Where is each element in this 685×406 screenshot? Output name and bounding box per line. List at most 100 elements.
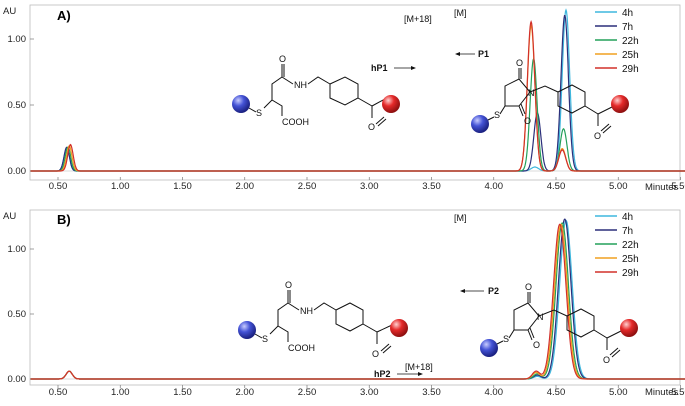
molecule-p2-o-bottom: O: [533, 340, 540, 350]
x-tick-label: 4.00: [485, 181, 504, 192]
panel-a-m18-label: [M+18]: [404, 14, 432, 24]
x-tick-label: 5.00: [609, 181, 628, 192]
molecule-p2-ester-o: O: [603, 355, 610, 365]
molecule-hp2-nh: NH: [300, 306, 313, 316]
panel-b-y-unit: AU: [3, 211, 16, 222]
series-line-22h: [30, 57, 685, 172]
x-tick-label: 5.50: [671, 387, 685, 398]
x-tick-label: 4.00: [485, 387, 504, 398]
molecule-hp2: [238, 290, 408, 354]
molecule-hp1-o: O: [279, 54, 286, 64]
panel-b-p-label: P2: [488, 286, 499, 296]
panel-b-m-label: [M]: [454, 213, 467, 223]
molecule-p2: [480, 292, 638, 358]
molecule-p1-ester-o: O: [594, 131, 601, 141]
panel-a-x-unit: Minutes: [645, 182, 679, 193]
x-tick-label: 0.50: [49, 387, 68, 398]
panel-a-m-label: [M]: [454, 8, 467, 18]
x-tick-label: 2.50: [298, 387, 317, 398]
x-tick-label: 3.50: [422, 387, 441, 398]
panel-a-label: A): [57, 8, 71, 23]
legend-label-25h: 25h: [622, 254, 639, 265]
panel-a-hp-arrowhead: [411, 66, 416, 70]
series-line-25h: [30, 223, 685, 380]
y-tick-label: 0.50: [8, 100, 27, 111]
panel-a-y-unit: AU: [3, 6, 16, 17]
panel-a-x-ticks: 0.50 1.00 1.50 2.00 2.50 3.00 3.50 4.00 4.50 5.00…: [49, 177, 685, 192]
legend-label-4h: 4h: [622, 212, 633, 223]
panel-b-hp-label: hP2: [374, 369, 391, 379]
panel-b-frame: [29, 209, 681, 386]
molecule-p1-o-bottom: O: [524, 116, 531, 126]
molecule-hp1-s: S: [256, 108, 262, 118]
molecule-hp1: [232, 64, 400, 127]
x-tick-label: 4.50: [547, 181, 566, 192]
blue-bead: [471, 115, 489, 133]
panel-b-p-arrowhead: [460, 289, 465, 293]
x-tick-label: 5.50: [671, 181, 685, 192]
x-tick-label: 3.00: [360, 387, 379, 398]
blue-bead: [480, 339, 498, 357]
blue-bead: [238, 321, 256, 339]
x-tick-label: 1.50: [173, 387, 192, 398]
panel-b-m18-label: [M+18]: [405, 362, 433, 372]
panel-a-legend: 4h 7h 22h 25h 29h: [595, 8, 639, 75]
molecule-hp2-ester-o: O: [372, 349, 379, 359]
molecule-p1-s: S: [494, 110, 500, 120]
red-bead: [390, 319, 408, 337]
red-bead: [620, 319, 638, 337]
series-line-4h: [30, 219, 685, 380]
x-tick-label: 2.50: [298, 181, 317, 192]
x-tick-label: 3.50: [422, 181, 441, 192]
x-tick-label: 3.00: [360, 181, 379, 192]
y-tick-label: 0.00: [8, 166, 27, 177]
molecule-hp2-cooh: COOH: [288, 343, 315, 353]
panel-b-legend: 4h 7h 22h 25h 29h: [595, 212, 639, 279]
series-line-22h: [30, 222, 685, 380]
legend-label-7h: 7h: [622, 226, 633, 237]
x-tick-label: 1.00: [111, 387, 130, 398]
molecule-p2-n: N: [537, 312, 544, 322]
panel-a-series: [30, 8, 685, 172]
legend-label-22h: 22h: [622, 36, 639, 47]
y-tick-label: 1.00: [8, 34, 27, 45]
molecule-p1-o-top: O: [516, 58, 523, 68]
molecule-hp2-o: O: [285, 280, 292, 290]
y-tick-label: 0.00: [8, 374, 27, 385]
legend-label-29h: 29h: [622, 268, 639, 279]
legend-label-25h: 25h: [622, 50, 639, 61]
molecule-hp1-nh: NH: [294, 80, 307, 90]
panel-a-p-arrowhead: [455, 52, 460, 56]
x-tick-label: 1.00: [111, 181, 130, 192]
x-tick-label: 1.50: [173, 181, 192, 192]
molecule-p1-n: N: [528, 88, 535, 98]
legend-label-7h: 7h: [622, 22, 633, 33]
panel-b: AU B) 0.50 1.00 1.50 2.00 2.50 3.00 3.50 4.00 4.…: [3, 209, 685, 398]
panel-b-x-unit: Minutes: [645, 387, 679, 398]
panel-b-hp-arrowhead: [418, 372, 423, 376]
x-tick-label: 4.50: [547, 387, 566, 398]
series-line-29h: [30, 20, 685, 172]
x-tick-label: 2.00: [236, 387, 255, 398]
red-bead: [382, 95, 400, 113]
blue-bead: [232, 95, 250, 113]
series-line-7h: [30, 218, 685, 380]
molecule-hp1-cooh: COOH: [282, 117, 309, 127]
panel-a-frame: [29, 4, 681, 181]
panel-b-series: [30, 218, 685, 380]
legend-label-22h: 22h: [622, 240, 639, 251]
panel-a-p-label: P1: [478, 49, 489, 59]
y-tick-label: 1.00: [8, 244, 27, 255]
y-tick-label: 0.50: [8, 309, 27, 320]
legend-label-4h: 4h: [622, 8, 633, 19]
molecule-hp2-s: S: [262, 334, 268, 344]
legend-label-29h: 29h: [622, 64, 639, 75]
panel-b-label: B): [57, 212, 71, 227]
red-bead: [611, 95, 629, 113]
molecule-p2-s: S: [503, 334, 509, 344]
panel-a-hp-label: hP1: [371, 63, 388, 73]
molecule-hp1-ester-o: O: [368, 122, 375, 132]
x-tick-label: 5.00: [609, 387, 628, 398]
panel-b-x-ticks: 0.50 1.00 1.50 2.00 2.50 3.00 3.50 4.00 4.50 5.00…: [49, 385, 685, 398]
